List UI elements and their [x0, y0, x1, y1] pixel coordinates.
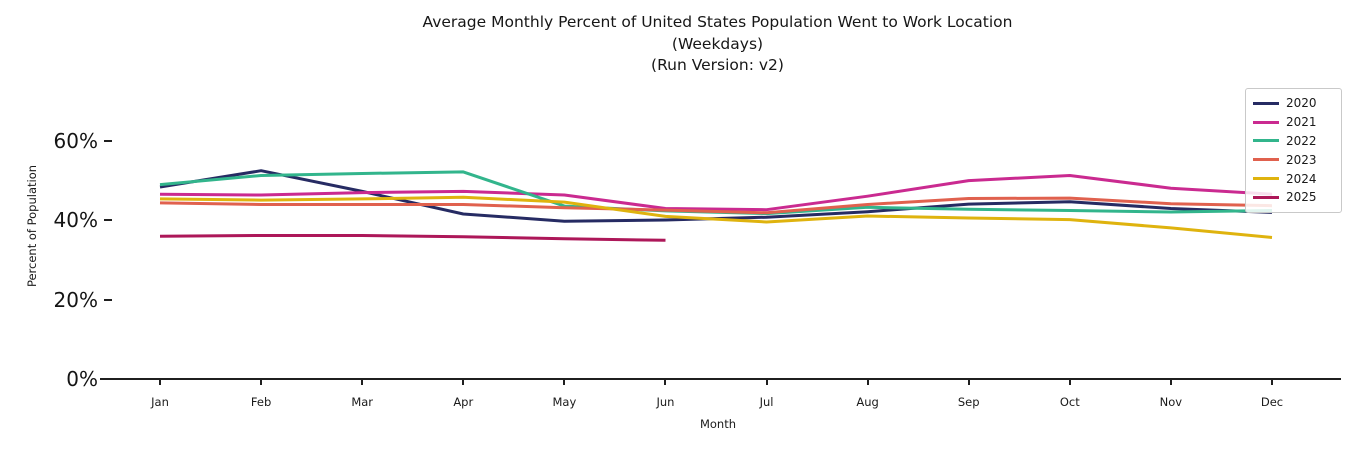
- y-tick-label: 40%: [53, 208, 98, 232]
- legend-entry: 2020: [1253, 94, 1335, 113]
- legend-entry: 2023: [1253, 150, 1335, 169]
- line-series-2025: [159, 234, 666, 242]
- x-tick-label: Mar: [351, 395, 374, 409]
- x-tick-mark: [866, 379, 869, 385]
- x-tick-mark: [462, 379, 465, 385]
- x-tick-label: Dec: [1260, 395, 1284, 409]
- y-tick-mark: [104, 139, 112, 142]
- legend-entry: 2025: [1253, 188, 1335, 207]
- legend: 2020 2021 2022 2023 2024 2025: [1245, 88, 1342, 213]
- x-axis-label: Month: [699, 417, 737, 431]
- line-series-2023: [159, 196, 1273, 215]
- legend-line-swatch: [1253, 158, 1279, 162]
- x-tick-mark: [765, 379, 768, 385]
- y-tick-mark: [104, 219, 112, 221]
- x-tick-label: Oct: [1059, 395, 1080, 409]
- legend-label: 2020: [1286, 96, 1317, 111]
- y-tick-mark: [104, 298, 112, 301]
- legend-label: 2022: [1286, 133, 1317, 148]
- chart-title-line1: Average Monthly Percent of United States…: [422, 13, 1013, 31]
- legend-line-swatch: [1253, 195, 1279, 199]
- x-tick-label: Apr: [453, 395, 474, 409]
- line-series-2021: [159, 174, 1273, 212]
- x-tick-mark: [1068, 379, 1071, 385]
- chart-title-line3: (Run Version: v2): [651, 56, 784, 74]
- legend-line-swatch: [1253, 101, 1279, 105]
- legend-label: 2021: [1286, 115, 1317, 130]
- x-tick-label: Jun: [656, 395, 675, 409]
- x-tick-label: Nov: [1159, 395, 1183, 409]
- x-tick-mark: [260, 379, 263, 385]
- legend-label: 2024: [1286, 171, 1317, 186]
- legend-label: 2025: [1286, 190, 1317, 205]
- chart-title-line2: (Weekdays): [671, 34, 764, 53]
- x-tick-label: May: [552, 395, 577, 409]
- x-tick-mark: [664, 379, 667, 385]
- x-tick-label: Feb: [250, 395, 272, 409]
- legend-line-swatch: [1253, 177, 1279, 181]
- x-tick-mark: [1169, 379, 1172, 385]
- legend-entry: 2024: [1253, 169, 1335, 188]
- x-tick-label: Jan: [151, 395, 169, 409]
- line-series-2024: [159, 195, 1273, 239]
- x-tick-mark: [563, 379, 566, 385]
- x-tick-mark: [361, 379, 364, 385]
- legend-line-swatch: [1253, 120, 1279, 124]
- x-tick-mark: [159, 379, 161, 385]
- y-tick-label: 20%: [53, 287, 98, 312]
- x-tick-mark: [967, 379, 970, 385]
- legend-entry: 2022: [1253, 132, 1335, 151]
- x-tick-label: Jul: [759, 395, 774, 409]
- x-tick-label: Sep: [957, 395, 980, 409]
- y-tick-label: 60%: [53, 128, 98, 153]
- x-tick-label: Aug: [856, 395, 879, 409]
- legend-entry: 2021: [1253, 113, 1335, 132]
- legend-line-swatch: [1253, 139, 1279, 143]
- y-tick-label: 0%: [66, 367, 98, 391]
- legend-label: 2023: [1286, 152, 1317, 167]
- chart-title: Average Monthly Percent of United States…: [95, 12, 1340, 77]
- x-axis-line: [100, 377, 1341, 380]
- x-tick-mark: [1270, 379, 1273, 385]
